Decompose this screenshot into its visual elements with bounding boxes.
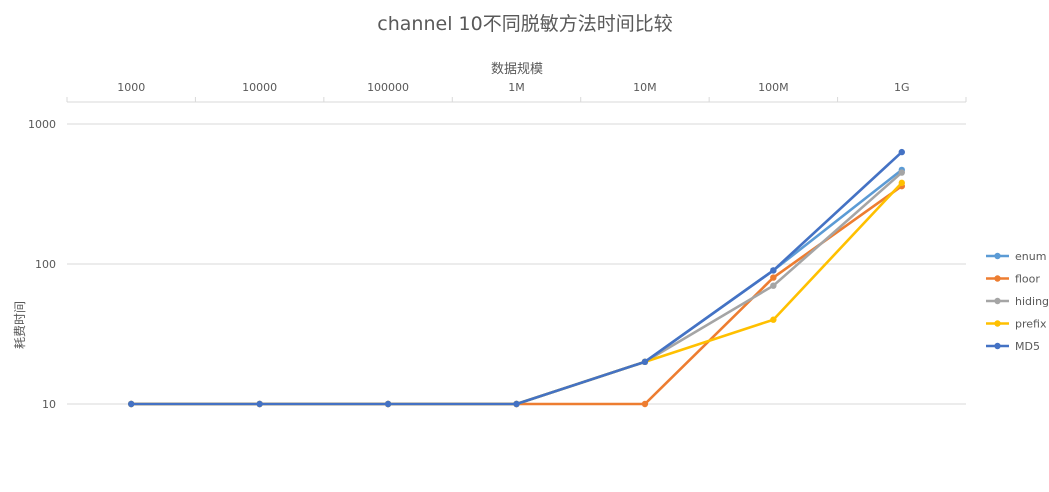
data-point-MD5 xyxy=(898,148,905,156)
data-point-floor xyxy=(770,274,777,281)
plot-area xyxy=(128,148,905,408)
data-point-hiding xyxy=(770,282,777,289)
chart-title: channel 10不同脱敏方法时间比较 xyxy=(377,13,672,35)
legend-marker-floor xyxy=(994,275,1001,282)
y-tick-label: 1000 xyxy=(28,118,56,131)
legend-marker-hiding xyxy=(994,297,1001,305)
data-point-floor xyxy=(641,400,649,408)
data-point-prefix xyxy=(898,179,905,187)
data-point-MD5 xyxy=(384,400,392,408)
x-axis: 1000 10000 100000 1M 10M 100M 1G xyxy=(66,81,967,103)
x-tick-label: 1000 xyxy=(117,81,145,94)
x-axis-title: 数据规模 xyxy=(491,62,543,77)
data-point-hiding xyxy=(898,169,905,176)
legend: enum floor hiding prefix MD5 xyxy=(986,250,1049,353)
legend-marker-enum xyxy=(994,252,1001,260)
y-tick-label: 10 xyxy=(42,398,56,411)
x-tick-label: 10000 xyxy=(242,81,277,94)
y-axis: 10 100 1000 xyxy=(28,118,56,411)
legend-label-enum: enum xyxy=(1015,250,1046,263)
series-line-floor xyxy=(129,184,904,406)
series-line-prefix xyxy=(129,181,904,406)
data-point-MD5 xyxy=(770,267,777,274)
legend-label-floor: floor xyxy=(1015,273,1040,286)
series-line-hiding xyxy=(129,171,904,406)
x-tick-label: 1G xyxy=(894,81,910,94)
data-point-MD5 xyxy=(128,400,135,408)
data-point-prefix xyxy=(770,316,777,323)
x-tick-label: 100M xyxy=(758,81,789,94)
x-tick-label: 10M xyxy=(633,81,657,94)
legend-label-hiding: hiding xyxy=(1015,295,1049,308)
x-tick-label: 1M xyxy=(508,81,525,94)
y-tick-label: 100 xyxy=(35,258,56,271)
legend-marker-MD5 xyxy=(994,342,1001,350)
data-point-MD5 xyxy=(513,400,520,408)
legend-label-prefix: prefix xyxy=(1015,318,1047,331)
series-line-enum xyxy=(129,168,904,406)
y-axis-title: 耗费时间 xyxy=(13,301,27,349)
data-point-MD5 xyxy=(641,358,649,366)
legend-label-MD5: MD5 xyxy=(1015,340,1040,353)
legend-marker-prefix xyxy=(994,320,1001,327)
series-line-MD5 xyxy=(129,150,904,406)
x-tick-label: 100000 xyxy=(367,81,409,94)
data-point-MD5 xyxy=(256,400,263,408)
gridlines xyxy=(67,123,966,405)
